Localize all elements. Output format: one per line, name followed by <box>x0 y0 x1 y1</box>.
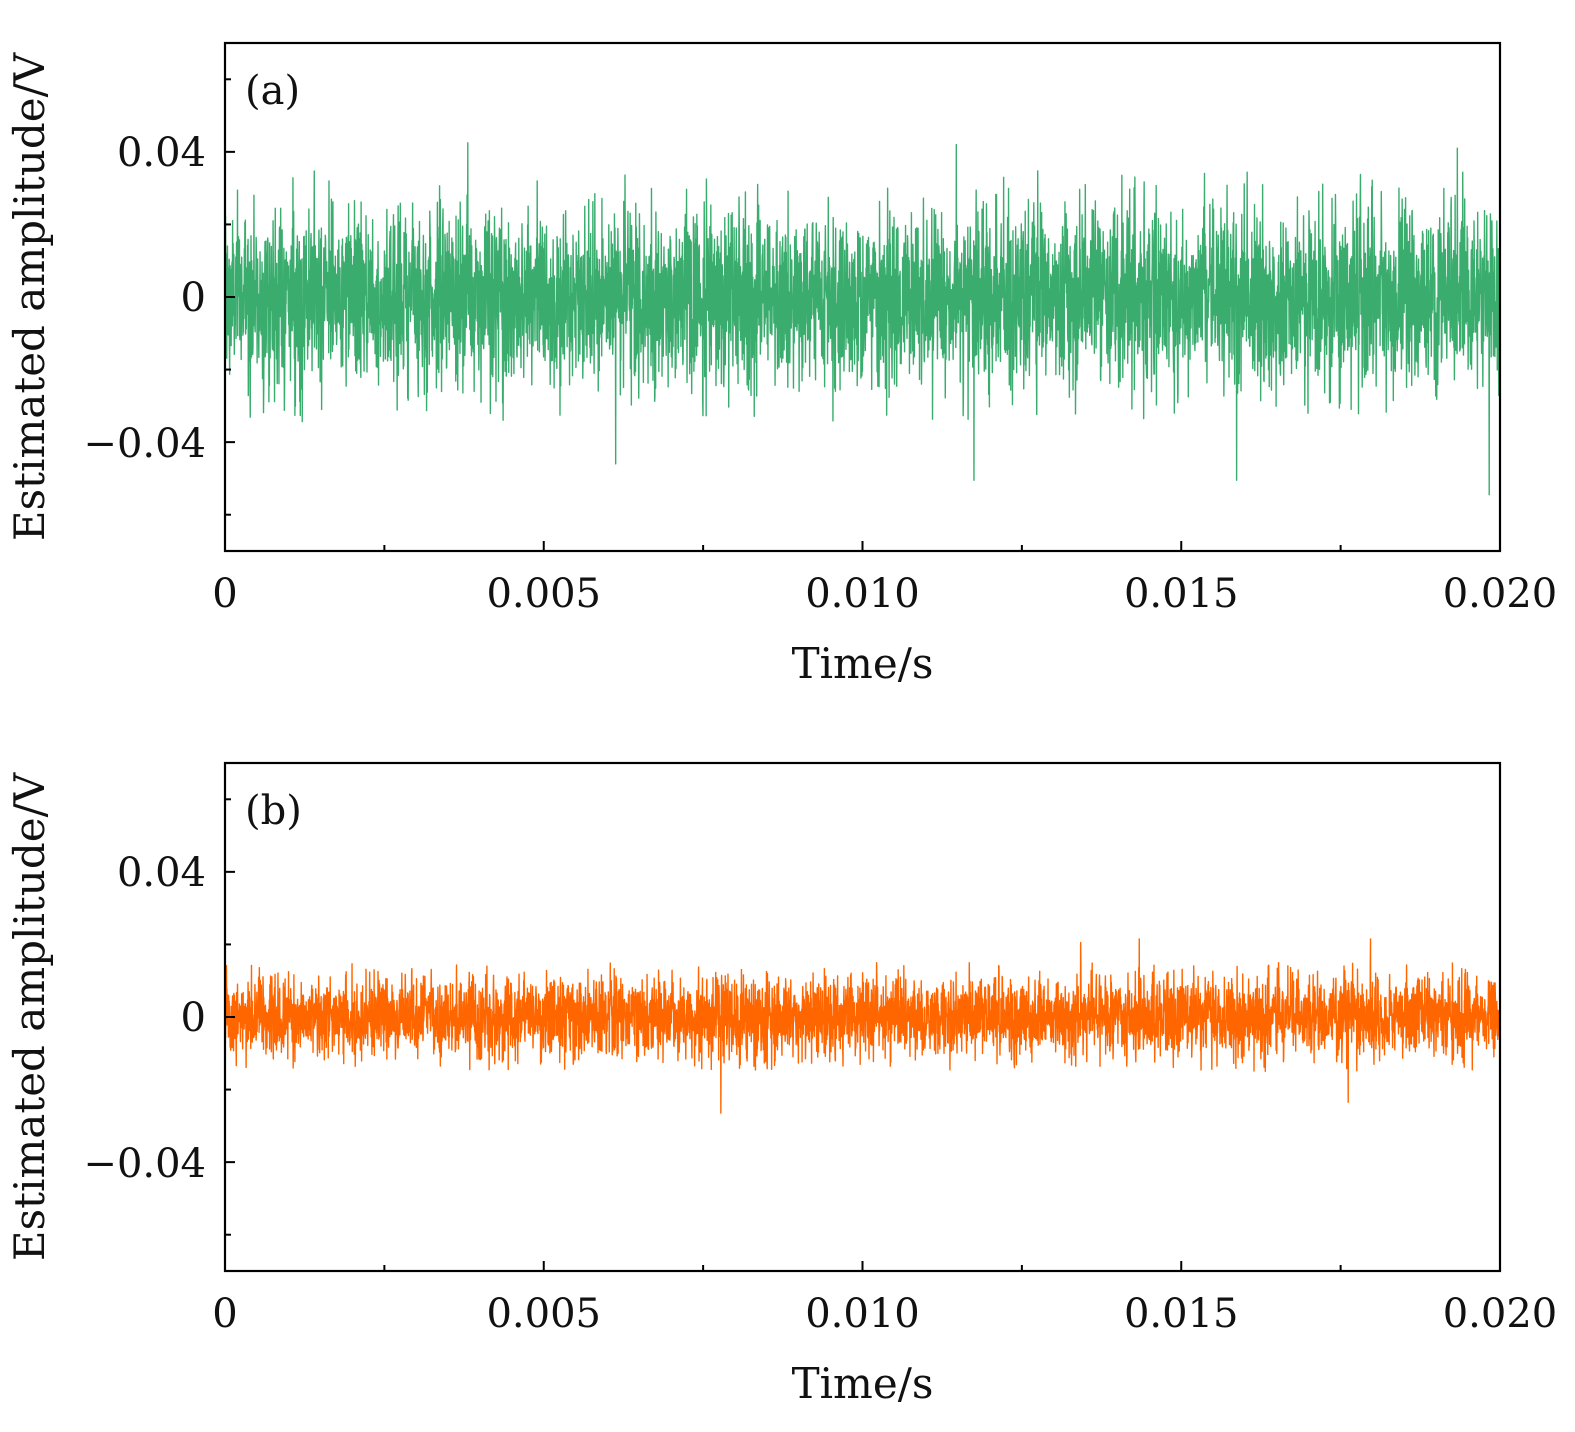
x-tick-label: 0.010 <box>805 1291 920 1337</box>
x-tick-label: 0 <box>212 571 237 617</box>
signal-trace-b <box>224 938 1501 1114</box>
y-tick-label: −0.04 <box>83 421 206 467</box>
ticks-b <box>225 798 1342 1271</box>
y-axis-title: Estimated amplitude/V <box>5 52 54 541</box>
x-tick-label: 0.005 <box>486 1291 601 1337</box>
y-tick-label: 0.04 <box>117 850 206 896</box>
x-tick-label: 0 <box>212 1291 237 1337</box>
y-axis-title: Estimated amplitude/V <box>5 772 54 1261</box>
y-tick-label: 0 <box>181 995 206 1041</box>
signal-trace-a <box>224 142 1501 496</box>
y-tick-label: 0.04 <box>117 130 206 176</box>
y-tick-label: −0.04 <box>83 1141 206 1187</box>
ticks-a <box>225 78 1342 551</box>
x-tick-label: 0.010 <box>805 571 920 617</box>
x-axis-title: Time/s <box>792 639 934 688</box>
x-axis-title: Time/s <box>792 1359 934 1408</box>
panel-label-a: (a) <box>245 68 300 114</box>
y-tick-label: 0 <box>181 275 206 321</box>
x-tick-label: 0.005 <box>486 571 601 617</box>
panel-label-b: (b) <box>245 788 302 834</box>
x-tick-label: 0.015 <box>1124 571 1239 617</box>
x-tick-label: 0.020 <box>1443 571 1558 617</box>
panel-a: 0 0.005 0.010 0.015 0.020 −0.04 0 0.04 T… <box>5 41 1558 688</box>
x-tick-label: 0.015 <box>1124 1291 1239 1337</box>
panel-b: 0 0.005 0.010 0.015 0.020 −0.04 0 0.04 T… <box>5 761 1558 1408</box>
x-tick-label: 0.020 <box>1443 1291 1558 1337</box>
